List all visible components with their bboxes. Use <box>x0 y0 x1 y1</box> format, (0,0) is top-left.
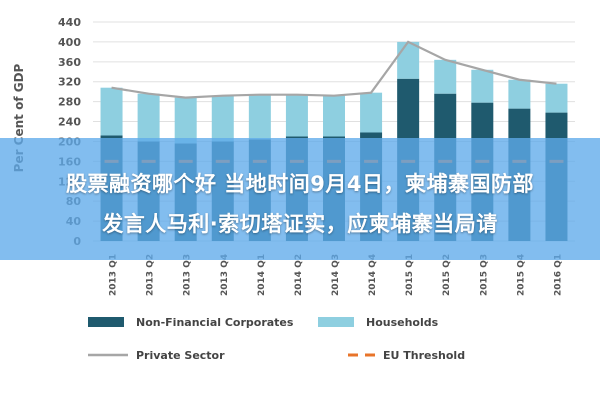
legend-label: Households <box>366 316 439 329</box>
bar-households <box>323 95 345 137</box>
bar-households <box>397 41 420 79</box>
x-tick-label: 2016 Q1 <box>553 254 563 296</box>
x-axis-ticks: 2013 Q1 2013 Q2 2013 Q3 2013 Q4 2014 Q1 2014 … <box>109 254 564 296</box>
private-sector-line <box>111 40 557 99</box>
bar-households <box>285 94 308 137</box>
legend: Non-Financial Corporates Households Privat… <box>88 316 465 362</box>
bar-households <box>137 93 160 142</box>
y-tick-label: 280 <box>58 96 81 109</box>
bar-households <box>434 59 457 94</box>
x-tick-label: 2013 Q2 <box>146 254 156 296</box>
legend-label: Private Sector <box>136 349 225 362</box>
bar-households <box>360 92 383 133</box>
overlay-banner <box>0 138 600 260</box>
y-tick-label: 320 <box>58 76 81 89</box>
bar-households <box>174 97 197 144</box>
x-tick-label: 2015 Q2 <box>442 254 452 296</box>
x-tick-label: 2014 Q2 <box>294 254 304 296</box>
overlay-text-line2: 发言人马利·索切塔证实，应柬埔寨当局请 <box>102 212 498 236</box>
y-tick-label: 440 <box>58 16 81 29</box>
x-tick-label: 2013 Q4 <box>220 254 230 296</box>
legend-label: EU Threshold <box>383 349 465 362</box>
x-tick-label: 2014 Q1 <box>257 254 267 296</box>
x-tick-label: 2015 Q1 <box>405 254 415 296</box>
bar-households <box>248 94 271 140</box>
legend-label: Non-Financial Corporates <box>136 316 294 329</box>
bar-households <box>508 79 531 109</box>
x-tick-label: 2014 Q4 <box>368 254 378 296</box>
y-tick-label: 360 <box>58 56 81 69</box>
x-tick-label: 2013 Q3 <box>183 254 193 296</box>
bar-households <box>211 95 234 142</box>
overlay-text-line1: 股票融资哪个好 当地时间9月4日，柬埔寨国防部 <box>65 172 535 196</box>
x-tick-label: 2015 Q3 <box>479 254 489 296</box>
x-tick-label: 2014 Q3 <box>331 254 341 296</box>
x-tick-label: 2015 Q4 <box>516 254 526 296</box>
bar-households <box>545 83 568 113</box>
y-tick-label: 400 <box>58 36 81 49</box>
legend-swatch <box>88 317 124 327</box>
x-tick-label: 2013 Q1 <box>109 254 119 296</box>
legend-swatch <box>318 317 354 327</box>
y-tick-label: 240 <box>58 116 81 129</box>
bar-households <box>471 69 494 103</box>
bar-households <box>100 87 123 136</box>
